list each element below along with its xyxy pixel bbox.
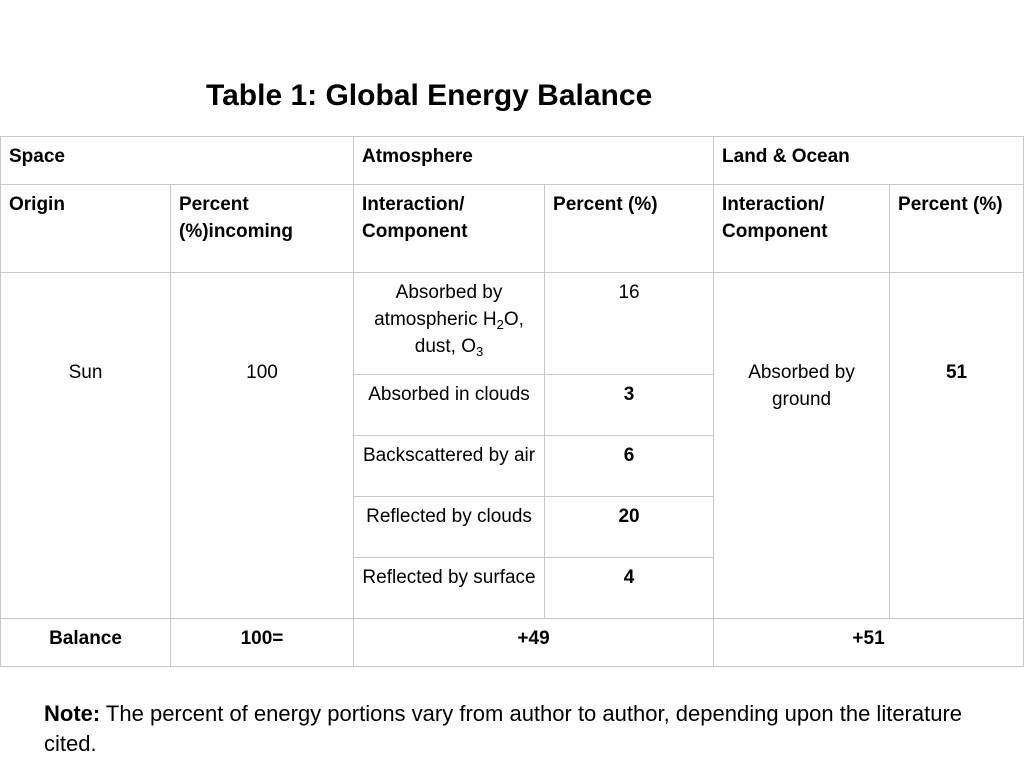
table-row: Sun 100 Absorbed by atmospheric H2O, dus… xyxy=(0,272,1024,619)
header-atm-percent: Percent (%) xyxy=(544,184,715,273)
table-row: Reflected by surface 4 xyxy=(1,557,1024,619)
table-row: Backscattered by air 6 xyxy=(1,435,1024,497)
sub-header-row: Origin Percent (%)incoming Interaction/ … xyxy=(0,184,1024,273)
note-label: Note: xyxy=(44,701,101,726)
energy-balance-table: Space Atmosphere Land & Ocean Origin Per… xyxy=(0,136,1024,667)
atm-percent: 6 xyxy=(544,435,715,497)
origin-name: Sun xyxy=(0,272,171,619)
header-origin: Origin xyxy=(0,184,171,273)
atm-percent: 16 xyxy=(544,272,715,375)
atm-percent: 3 xyxy=(544,374,715,436)
atm-component: Absorbed in clouds xyxy=(353,374,546,436)
origin-percent: 100 xyxy=(169,272,355,619)
atm-component-text: Absorbed by atmospheric H xyxy=(374,282,503,330)
footnote: Note: The percent of energy portions var… xyxy=(44,699,984,759)
header-percent-incoming: Percent (%)incoming xyxy=(169,184,355,273)
land-percent: 51 xyxy=(889,272,1024,619)
subscript: 3 xyxy=(476,344,484,359)
atm-percent: 4 xyxy=(544,557,715,619)
header-land-percent: Percent (%) xyxy=(889,184,1024,273)
group-header-land-ocean: Land & Ocean xyxy=(713,136,1024,185)
atm-percent: 20 xyxy=(544,496,715,558)
header-atm-interaction: Interaction/ Component xyxy=(353,184,546,273)
balance-space: 100= xyxy=(169,618,355,667)
balance-row: Balance 100= +49 +51 xyxy=(0,618,1024,667)
land-component: Absorbed by ground xyxy=(713,272,891,619)
group-header-atmosphere: Atmosphere xyxy=(353,136,715,185)
header-land-interaction: Interaction/ Component xyxy=(713,184,891,273)
table-title: Table 1: Global Energy Balance xyxy=(206,79,653,112)
group-header-row: Space Atmosphere Land & Ocean xyxy=(0,136,1024,185)
balance-label: Balance xyxy=(0,618,171,667)
subscript: 2 xyxy=(496,317,504,332)
atm-component: Absorbed by atmospheric H2O, dust, O3 xyxy=(353,272,546,375)
note-text: The percent of energy portions vary from… xyxy=(44,701,963,756)
balance-atmosphere: +49 xyxy=(353,618,715,667)
table-row: Absorbed in clouds 3 xyxy=(1,374,1024,436)
atm-component-text: O, dust, O xyxy=(414,309,524,357)
atm-component: Backscattered by air xyxy=(353,435,546,497)
group-header-space: Space xyxy=(0,136,355,185)
atm-component: Reflected by clouds xyxy=(353,496,546,558)
atm-component: Reflected by surface xyxy=(353,557,546,619)
balance-land-ocean: +51 xyxy=(713,618,1024,667)
table-row: Reflected by clouds 20 xyxy=(1,496,1024,558)
